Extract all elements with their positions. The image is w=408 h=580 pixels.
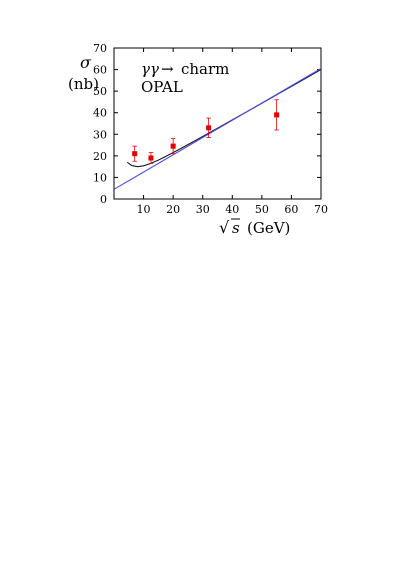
y-tick-label: 30: [93, 128, 107, 141]
y-tick-label: 60: [93, 64, 107, 77]
y-axis-symbol: σ: [80, 53, 92, 72]
y-axis-unit: (nb): [68, 75, 99, 93]
y-tick-label: 0: [100, 193, 107, 206]
annotation-process-prefix: γγ: [141, 60, 159, 78]
y-tick-label: 10: [93, 171, 107, 184]
plot-frame: [113, 47, 322, 200]
data-point-1: [148, 155, 154, 161]
ticks-layer: 10 20 30 40 50 60 70 0 10 20 30 40 50 60 70: [93, 42, 328, 216]
annotation-process-arrow: →: [161, 60, 174, 78]
data-point-3: [206, 125, 212, 131]
x-tick-label: 20: [166, 203, 180, 216]
data-point-0: [132, 151, 138, 157]
x-axis-symbol: s: [232, 219, 240, 237]
x-tick-label: 40: [225, 203, 239, 216]
annotation-experiment: OPAL: [141, 78, 183, 96]
y-tick-label: 20: [93, 150, 107, 163]
plot-frame-layer: [113, 47, 322, 200]
series-path-2: [113, 68, 322, 190]
y-tick-label: 40: [93, 107, 107, 120]
x-tick-label: 70: [314, 203, 328, 216]
x-tick-label: 30: [196, 203, 210, 216]
x-axis-unit: (GeV): [247, 219, 290, 237]
data-point-2: [170, 143, 176, 149]
x-tick-label: 10: [137, 203, 151, 216]
annotation-process-suffix: charm: [181, 60, 229, 78]
x-tick-label: 60: [284, 203, 298, 216]
y-tick-label: 50: [93, 85, 107, 98]
data-point-4: [274, 112, 280, 118]
x-tick-label: 50: [255, 203, 269, 216]
x-axis-sqrt-symbol: √: [219, 218, 230, 237]
series-layer: [113, 68, 322, 190]
y-tick-label: 70: [93, 42, 107, 55]
